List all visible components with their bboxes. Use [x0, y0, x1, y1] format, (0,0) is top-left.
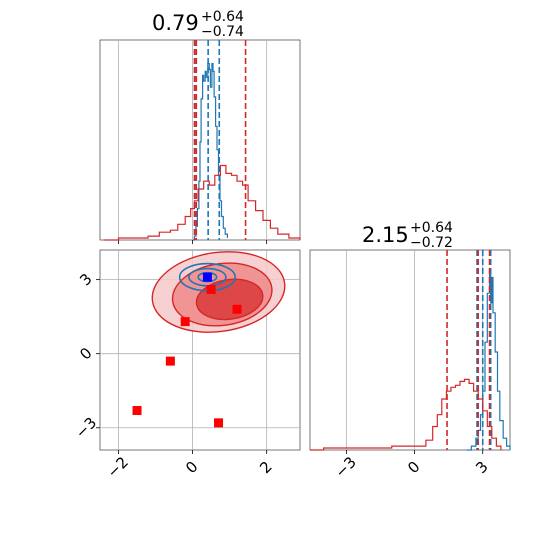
y-tick-label: 0 — [76, 344, 95, 363]
marginal-panel-param-1 — [99, 39, 301, 244]
panel-frame — [99, 39, 301, 241]
title-param-2-upper: +0.64 — [410, 220, 453, 236]
red-point — [165, 356, 175, 366]
red-point — [206, 285, 216, 295]
red-point — [180, 317, 190, 327]
title-param-1: 0.79 — [152, 11, 199, 35]
histogram-series — [310, 378, 502, 451]
red-point — [232, 304, 242, 314]
x-tick-label: 2 — [256, 458, 275, 477]
blue-point — [202, 272, 212, 282]
x-tick-label: −3 — [331, 453, 359, 481]
x-tick-label: 0 — [182, 458, 201, 477]
x-tick-label: −2 — [104, 453, 132, 481]
title-param-1-lower: −0.74 — [201, 24, 244, 40]
red-point — [214, 418, 224, 428]
x-tick-label: 3 — [472, 458, 491, 477]
title-param-2-lower: −0.72 — [410, 235, 453, 251]
marginal-panel-param-2: −3 0 3 — [309, 249, 511, 481]
y-tick-label: −3 — [72, 414, 100, 442]
y-tick-label: 3 — [76, 270, 95, 289]
histogram-series — [103, 164, 301, 241]
joint-panel: −2 0 2 3 0 −3 — [72, 249, 301, 481]
title-param-2: 2.15 — [362, 223, 409, 247]
x-tick-label: 0 — [404, 458, 423, 477]
title-param-1-upper: +0.64 — [201, 9, 244, 25]
histogram-series — [193, 63, 228, 241]
red-point — [132, 405, 142, 415]
